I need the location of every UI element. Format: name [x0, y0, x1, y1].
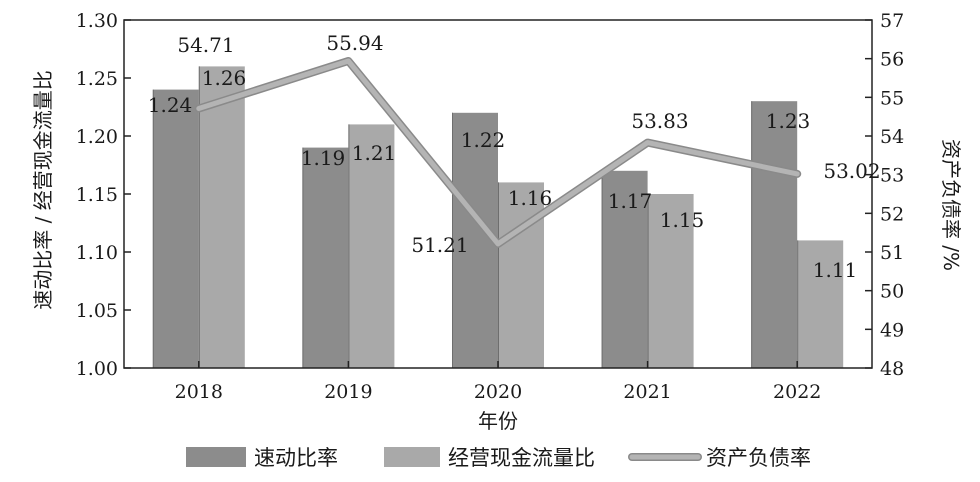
- data-label-速动比率: 1.22: [461, 128, 506, 152]
- y-right-tick-label: 52: [880, 203, 904, 225]
- bar-经营现金流量比-2019: [348, 124, 395, 369]
- axes: 1.001.051.101.151.201.251.30484950515253…: [76, 10, 905, 403]
- bar-速动比率-2019: [302, 147, 349, 368]
- y-left-tick-label: 1.10: [76, 242, 118, 264]
- x-tick-label: 2021: [623, 381, 671, 403]
- data-label-资产负债率: 51.21: [411, 233, 468, 257]
- legend-label-经营现金流量比: 经营现金流量比: [448, 446, 595, 470]
- y-right-tick-label: 53: [880, 165, 904, 187]
- bar-经营现金流量比-2020: [498, 182, 544, 368]
- y-left-tick-label: 1.15: [76, 184, 118, 206]
- data-label-经营现金流量比: 1.26: [202, 66, 247, 90]
- line-资产负债率: [196, 58, 800, 247]
- y-axis-right-title: 资产负债率 /%: [939, 139, 963, 271]
- data-label-速动比率: 1.17: [608, 189, 653, 213]
- legend-swatch-速动比率: [186, 447, 246, 467]
- y-left-tick-label: 1.30: [76, 10, 118, 32]
- y-left-tick-label: 1.25: [76, 68, 118, 90]
- y-right-tick-label: 55: [880, 87, 904, 109]
- y-axis-left-title: 速动比率 / 经营现金流量比: [31, 70, 55, 309]
- data-label-经营现金流量比: 1.16: [508, 186, 553, 210]
- y-right-tick-label: 56: [880, 49, 904, 71]
- y-right-tick-label: 51: [880, 242, 904, 264]
- bar-速动比率-2018: [152, 89, 199, 368]
- y-left-tick-label: 1.05: [76, 300, 118, 322]
- y-right-tick-label: 49: [880, 319, 904, 341]
- bar-经营现金流量比-2018: [198, 66, 245, 369]
- x-tick-label: 2020: [474, 381, 522, 403]
- data-label-资产负债率: 54.71: [177, 33, 234, 57]
- y-right-tick-label: 50: [880, 281, 904, 303]
- data-label-速动比率: 1.24: [148, 93, 193, 117]
- data-label-资产负债率: 53.83: [631, 109, 688, 133]
- data-label-经营现金流量比: 1.21: [352, 141, 397, 165]
- bar-经营现金流量比-2021: [647, 194, 694, 368]
- legend-swatch-经营现金流量比: [384, 447, 440, 467]
- data-label-经营现金流量比: 1.11: [813, 258, 858, 282]
- bar-经营现金流量比-2022: [797, 240, 844, 368]
- data-label-经营现金流量比: 1.15: [660, 208, 705, 232]
- legend: 速动比率 经营现金流量比 资产负债率: [186, 446, 811, 470]
- y-right-tick-label: 57: [880, 10, 904, 32]
- data-label-资产负债率: 55.94: [326, 31, 383, 55]
- x-tick-label: 2019: [324, 381, 372, 403]
- bar-速动比率-2021: [601, 170, 648, 368]
- data-label-速动比率: 1.19: [301, 146, 346, 170]
- x-tick-label: 2018: [175, 381, 223, 403]
- data-label-速动比率: 1.23: [766, 109, 811, 133]
- y-left-tick-label: 1.20: [76, 126, 118, 148]
- y-right-tick-label: 54: [880, 126, 904, 148]
- data-labels: 1.24 1.19 1.22 1.17 1.23 1.26 1.21 1.16 1.15 1.11…: [148, 31, 881, 282]
- legend-label-资产负债率: 资产负债率: [706, 446, 811, 470]
- x-tick-label: 2022: [773, 381, 821, 403]
- data-label-资产负债率: 53.02: [823, 159, 880, 183]
- bar-速动比率-2022: [751, 101, 798, 368]
- x-axis-title: 年份: [478, 409, 518, 433]
- y-left-tick-label: 1.00: [76, 358, 118, 380]
- legend-label-速动比率: 速动比率: [254, 446, 338, 470]
- y-right-tick-label: 48: [880, 358, 904, 380]
- plot-area: [152, 56, 844, 369]
